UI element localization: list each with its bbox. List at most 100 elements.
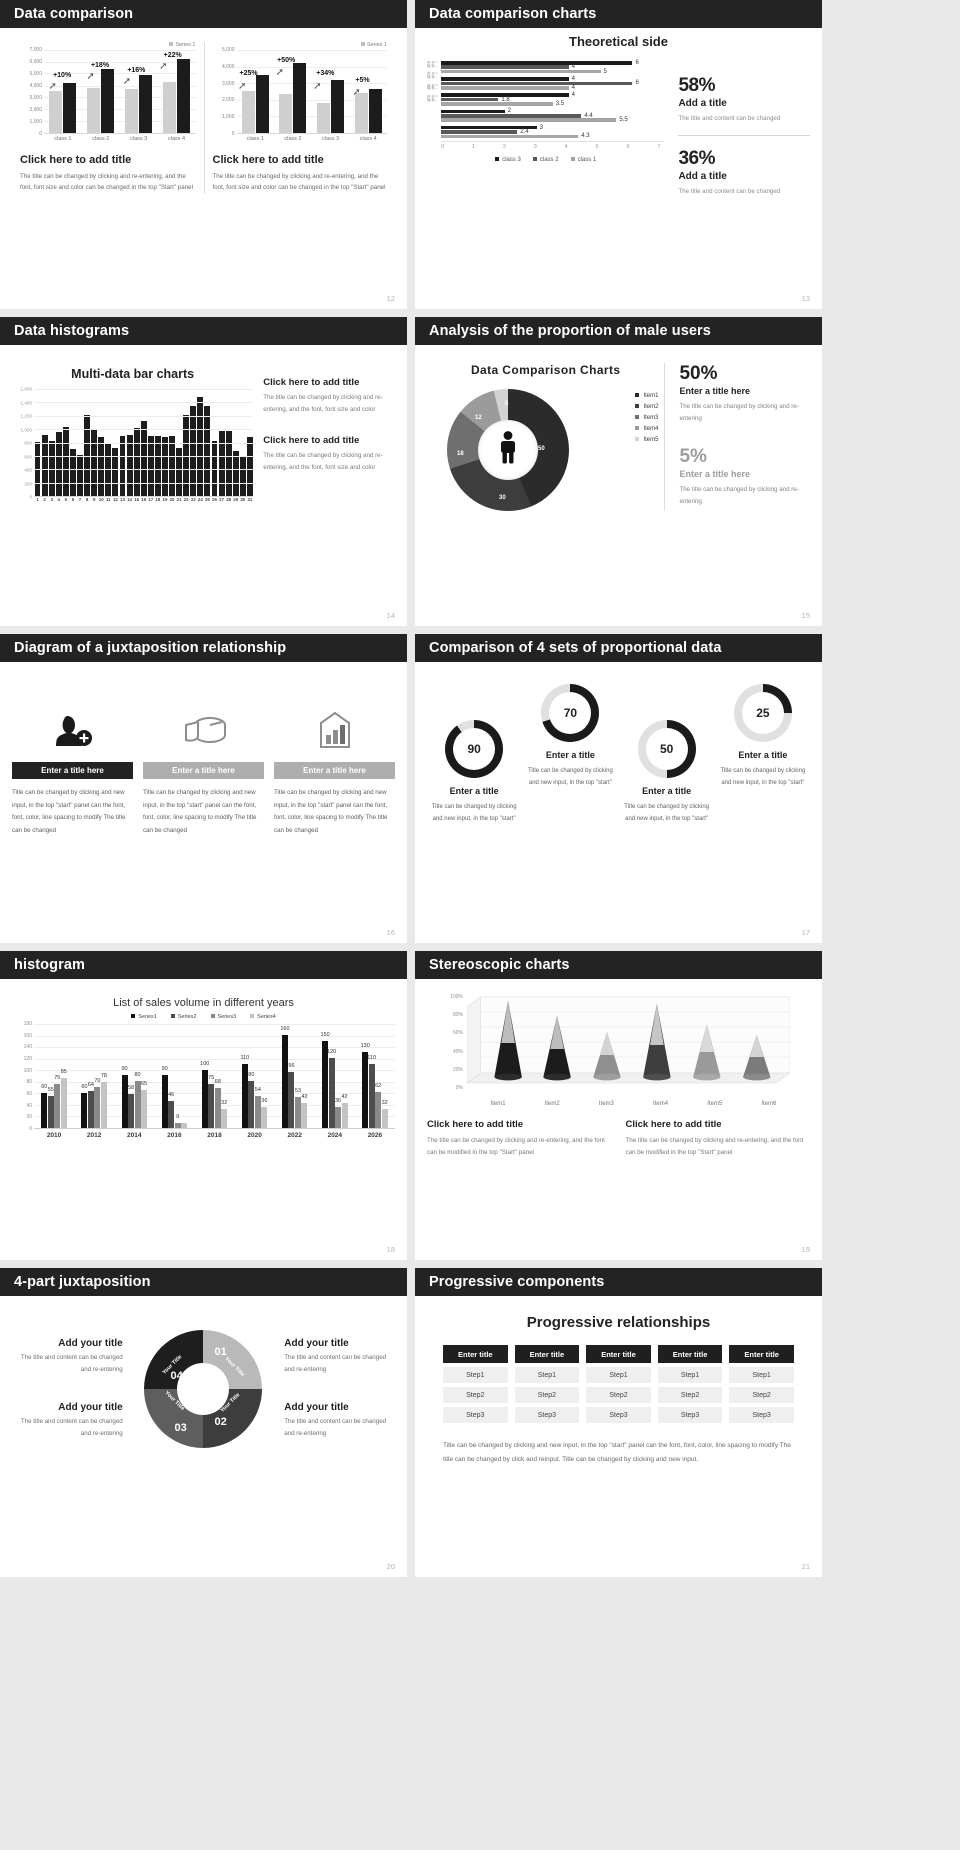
stat-text: The title and content can be changed: [678, 115, 781, 122]
stat-title: Enter a title here: [679, 386, 750, 396]
card-button[interactable]: Enter a title here: [274, 762, 395, 779]
column-heading: Click here to add title: [212, 154, 324, 166]
chart-legend: Series 1: [20, 42, 196, 48]
column-heading: Click here to add title: [20, 154, 132, 166]
table-cell[interactable]: Step2: [657, 1387, 723, 1403]
block-heading: Add your title: [58, 1338, 123, 1350]
table-cell[interactable]: Step3: [443, 1407, 508, 1423]
right-blocks: Add your title The title and content can…: [276, 1338, 395, 1439]
column-header[interactable]: Enter title: [657, 1345, 723, 1363]
column-header[interactable]: Enter title: [586, 1345, 651, 1363]
card-button[interactable]: Enter a title here: [12, 762, 133, 779]
stat-title: Enter a title here: [679, 468, 750, 479]
plot-area: 6 4 5 4 6 4 4 1.8 3.5 2 4.4 5: [441, 60, 665, 150]
slide-male-users-proportion: Analysis of the proportion of male users…: [415, 317, 822, 626]
ring-title: Enter a title: [738, 750, 788, 760]
plot-area: [466, 995, 791, 1091]
stat-text: The title and content can be changed: [678, 187, 781, 195]
table-cell[interactable]: Step2: [586, 1387, 651, 1403]
block-text: The title and content can be changed and…: [20, 1418, 123, 1437]
page-number: 19: [801, 1245, 810, 1254]
x-axis-labels: Item1 Item2 Item3 Item4 Item5 Item6: [490, 1101, 777, 1107]
chart-legend: Series 1: [213, 42, 387, 48]
table-cell[interactable]: Step3: [586, 1407, 651, 1423]
table-cell[interactable]: Step2: [514, 1387, 580, 1403]
block-heading: Add your title: [284, 1402, 349, 1413]
chart-title: Multi-data bar charts: [71, 367, 195, 381]
table-cell[interactable]: Step1: [657, 1367, 723, 1383]
x-axis-labels: class 1 class 2 class 3 class 4: [246, 136, 377, 142]
table-cell[interactable]: Step1: [514, 1367, 580, 1383]
slide-title: Analysis of the proportion of male users: [429, 323, 711, 339]
histogram-chart: Multi-data bar charts 1,600 1,400 1,200 …: [12, 367, 254, 502]
page-number: 16: [386, 928, 395, 937]
trend-arrow-icon: ➚: [352, 87, 361, 99]
person-add-icon: [12, 702, 133, 758]
stat-title: Add a title: [678, 170, 727, 182]
card[interactable]: Enter a title here Title can be changed …: [143, 702, 264, 838]
trend-arrow-icon: ➚: [275, 67, 285, 79]
slide-proportional-comparison: Comparison of 4 sets of proportional dat…: [415, 634, 822, 943]
table-cell[interactable]: Step3: [514, 1407, 580, 1423]
trend-arrow-icon: ➚: [313, 80, 322, 92]
slide-data-comparison-charts: Data comparison charts Theoretical side …: [415, 0, 822, 309]
text-block: Click here to add title The title can be…: [427, 1119, 612, 1160]
card-button[interactable]: Enter a title here: [143, 762, 264, 779]
x-axis-labels: class 1 class 2 class 3 class 4: [54, 136, 186, 142]
left-blocks: Add your title The title and content can…: [12, 1338, 131, 1439]
column-header[interactable]: Enter title: [443, 1345, 508, 1363]
slide-title: Data comparison: [14, 6, 134, 22]
stat-title: Add a title: [678, 98, 727, 109]
y-axis: 5,000 4,000 3,000 2,000 1,000 0: [221, 47, 235, 137]
table-cell[interactable]: Step2: [729, 1387, 794, 1403]
ring-text: Title can be changed by clicking and new…: [720, 768, 806, 786]
table-cell[interactable]: Step3: [657, 1407, 723, 1423]
chart-title: Data Comparison Charts: [470, 363, 621, 377]
y-axis: 180 160 140 120 100 80 60 40 20 0: [23, 1021, 32, 1132]
block-text: The title can be changed by clicking and…: [263, 394, 383, 414]
wheel-diagram: 01 Your Title 02 Your Title 03 Your Titl…: [131, 1330, 277, 1448]
table-cell[interactable]: Step1: [729, 1367, 794, 1383]
stat-percent: 36%: [678, 147, 715, 169]
slide-header: Comparison of 4 sets of proportional dat…: [415, 634, 822, 662]
column-header[interactable]: Enter title: [514, 1345, 580, 1363]
table-column: Enter title Step1 Step2 Step3: [729, 1345, 794, 1423]
ring-text: Title can be changed by clicking and new…: [624, 804, 710, 822]
block-text: The title can be changed by clicking and…: [625, 1137, 804, 1157]
block-heading: Click here to add title: [625, 1119, 722, 1130]
ring-card: 90 Enter a title Title can be changed by…: [427, 684, 521, 825]
segment-number: 03: [174, 1422, 187, 1434]
table-cell[interactable]: Step2: [443, 1387, 508, 1403]
ring-card: 25 Enter a title Title can be changed by…: [716, 684, 810, 825]
table-column: Enter title Step1 Step2 Step3: [514, 1345, 580, 1423]
slide-data-comparison: Data comparison Series 1 7,000 6,000 5,0…: [0, 0, 407, 309]
trend-arrow-icon: ➚: [86, 70, 95, 82]
card[interactable]: Enter a title here Title can be changed …: [12, 702, 133, 838]
chart-legend: class 3 class 2 class 1: [427, 157, 664, 163]
block-text: The title and content can be changed and…: [20, 1354, 123, 1374]
stat-block: 36% Add a title The title and content ca…: [678, 148, 810, 198]
table-cell[interactable]: Step3: [729, 1407, 794, 1423]
block-heading: Click here to add title: [427, 1119, 524, 1130]
bar-chart-left: 7,000 6,000 5,000 4,000 3,000 2,000 1,00…: [20, 47, 196, 137]
table-cell[interactable]: Step1: [586, 1367, 651, 1383]
stat-block: 50% Enter a title here The title can be …: [679, 363, 810, 426]
ring-percent: 25: [741, 692, 784, 734]
slide-progressive-components: Progressive components Progressive relat…: [415, 1268, 822, 1577]
y-axis: 7,000 6,000 5,000 4,000 3,000 2,000 1,00…: [29, 47, 42, 137]
building-chart-icon: [274, 702, 395, 758]
slide-title: Stereoscopic charts: [429, 957, 570, 973]
column-header[interactable]: Enter title: [729, 1345, 794, 1363]
block-text: The title can be changed by clicking and…: [263, 451, 383, 472]
x-axis-labels: 2010 2012 2014 2016 2018 2020 2022 2024 2026: [46, 1132, 383, 1139]
chart-column-right: Series 1 5,000 4,000 3,000 2,000 1,000 0: [203, 42, 396, 194]
person-icon: [497, 431, 519, 470]
card-text: Title can be changed by clicking and new…: [274, 789, 388, 835]
table-cell[interactable]: Step1: [443, 1367, 508, 1383]
card[interactable]: Enter a title here Title can be changed …: [274, 702, 395, 838]
wheel-hole: [177, 1363, 230, 1415]
ring-text: Title can be changed by clicking and new…: [527, 768, 613, 786]
plot-area: 60 55 75 85 60 64 70 78 90 58 80 65: [34, 1024, 395, 1129]
ring-title: Enter a title: [449, 786, 499, 796]
